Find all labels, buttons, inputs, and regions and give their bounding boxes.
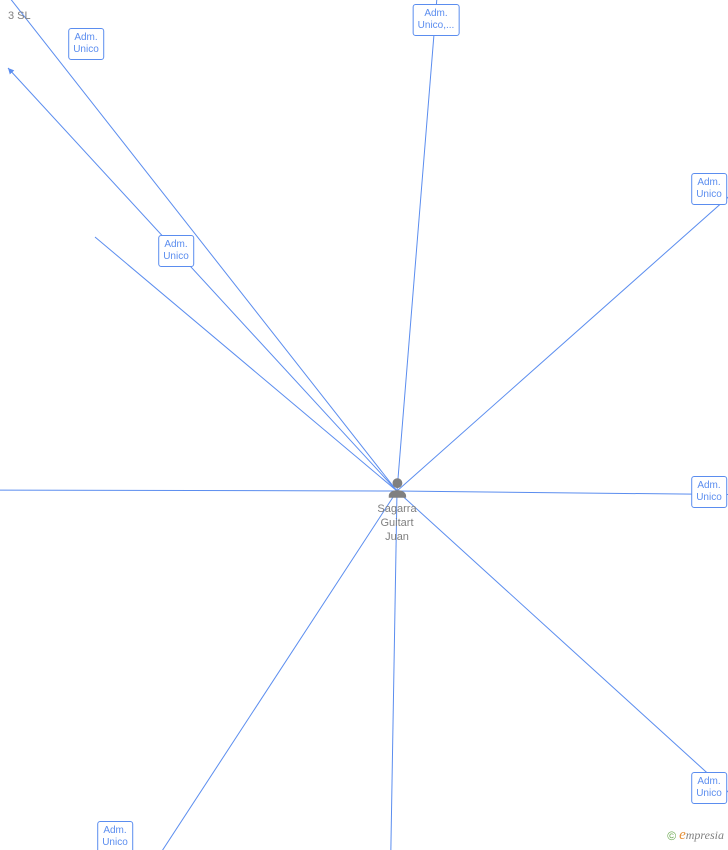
edge-line <box>130 491 397 850</box>
edge-label[interactable]: Adm. Unico <box>68 28 104 60</box>
edge-label[interactable]: Adm. Unico <box>158 235 194 267</box>
corner-caption: 3 SL <box>8 10 31 22</box>
center-person-node[interactable]: Sagarra Guitart Juan <box>377 475 416 544</box>
edge-label[interactable]: Adm. Unico <box>691 173 727 205</box>
edge-line <box>0 490 397 491</box>
center-node-label: Sagarra Guitart Juan <box>377 503 416 544</box>
edge-line <box>8 68 397 491</box>
edge-line <box>397 491 728 830</box>
edge-line <box>0 0 397 491</box>
edge-line <box>397 491 728 495</box>
edge-line <box>390 491 397 850</box>
brand-name: empresia <box>679 827 724 844</box>
watermark: © empresia <box>667 827 724 844</box>
network-graph <box>0 0 728 850</box>
edge-label[interactable]: Adm. Unico <box>691 772 727 804</box>
edge-label[interactable]: Adm. Unico <box>691 476 727 508</box>
person-icon <box>377 475 416 501</box>
edge-label[interactable]: Adm. Unico <box>97 821 133 850</box>
copyright-symbol: © <box>667 829 676 843</box>
edge-line <box>397 0 440 491</box>
edge-label[interactable]: Adm. Unico,... <box>413 4 460 36</box>
edge-line <box>95 237 397 491</box>
edge-line <box>397 160 728 491</box>
